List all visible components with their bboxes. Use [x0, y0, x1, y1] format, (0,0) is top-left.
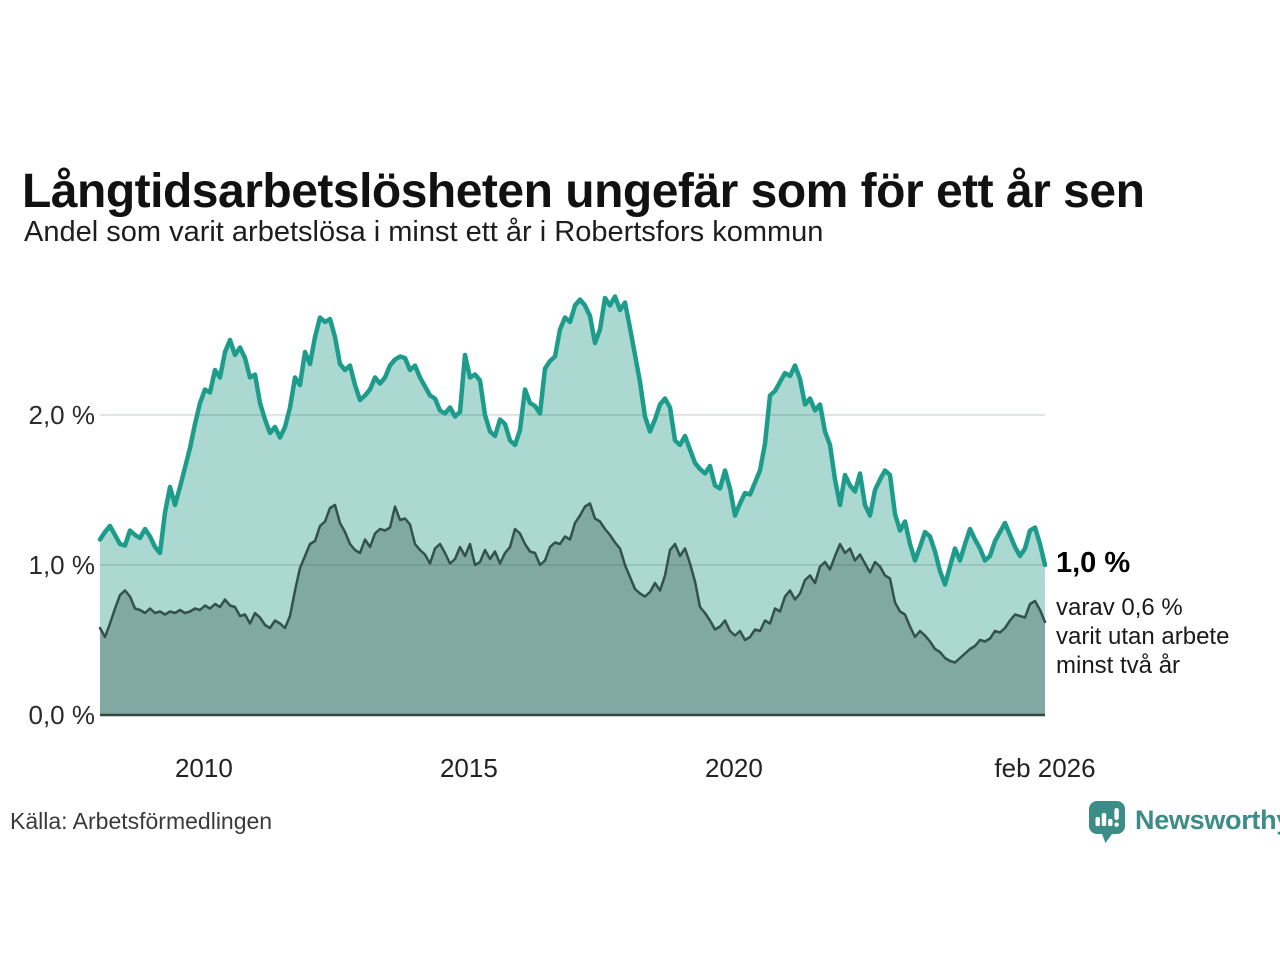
x-tick-label: 2010 — [174, 753, 233, 783]
newsworthy-logo[interactable]: Newsworthy — [1088, 800, 1280, 849]
newsworthy-wordmark: Newsworthy — [1135, 805, 1280, 835]
x-tick-label: feb 2026 — [994, 753, 1096, 783]
end-value-annotation: 1,0 % — [1056, 547, 1131, 579]
bar-chart-speech-bubble-icon — [1088, 800, 1126, 849]
chart-subtitle: Andel som varit arbetslösa i minst ett å… — [24, 216, 824, 248]
series-line-0 — [97, 294, 1048, 587]
y-tick-label: 0,0 % — [28, 700, 96, 730]
x-tick-label: 2015 — [439, 753, 498, 783]
page-title: Långtidsarbetslösheten ungefär som för e… — [22, 165, 1145, 219]
y-tick-label: 1,0 % — [28, 549, 96, 580]
series-area-1 — [100, 503, 1045, 715]
x-tick-label: 2020 — [704, 753, 763, 783]
annotation-line: varav 0,6 % — [1056, 594, 1183, 621]
source-credit: Källa: Arbetsförmedlingen — [10, 808, 273, 834]
annotation-line: varit utan arbete — [1056, 623, 1230, 650]
end-value-sub-annotation: varav 0,6 % varit utan arbete minst två … — [1056, 593, 1229, 680]
series-line-1 — [98, 502, 1047, 664]
y-tick-label: 2,0 % — [28, 399, 96, 430]
annotation-line: minst två år — [1056, 652, 1181, 679]
